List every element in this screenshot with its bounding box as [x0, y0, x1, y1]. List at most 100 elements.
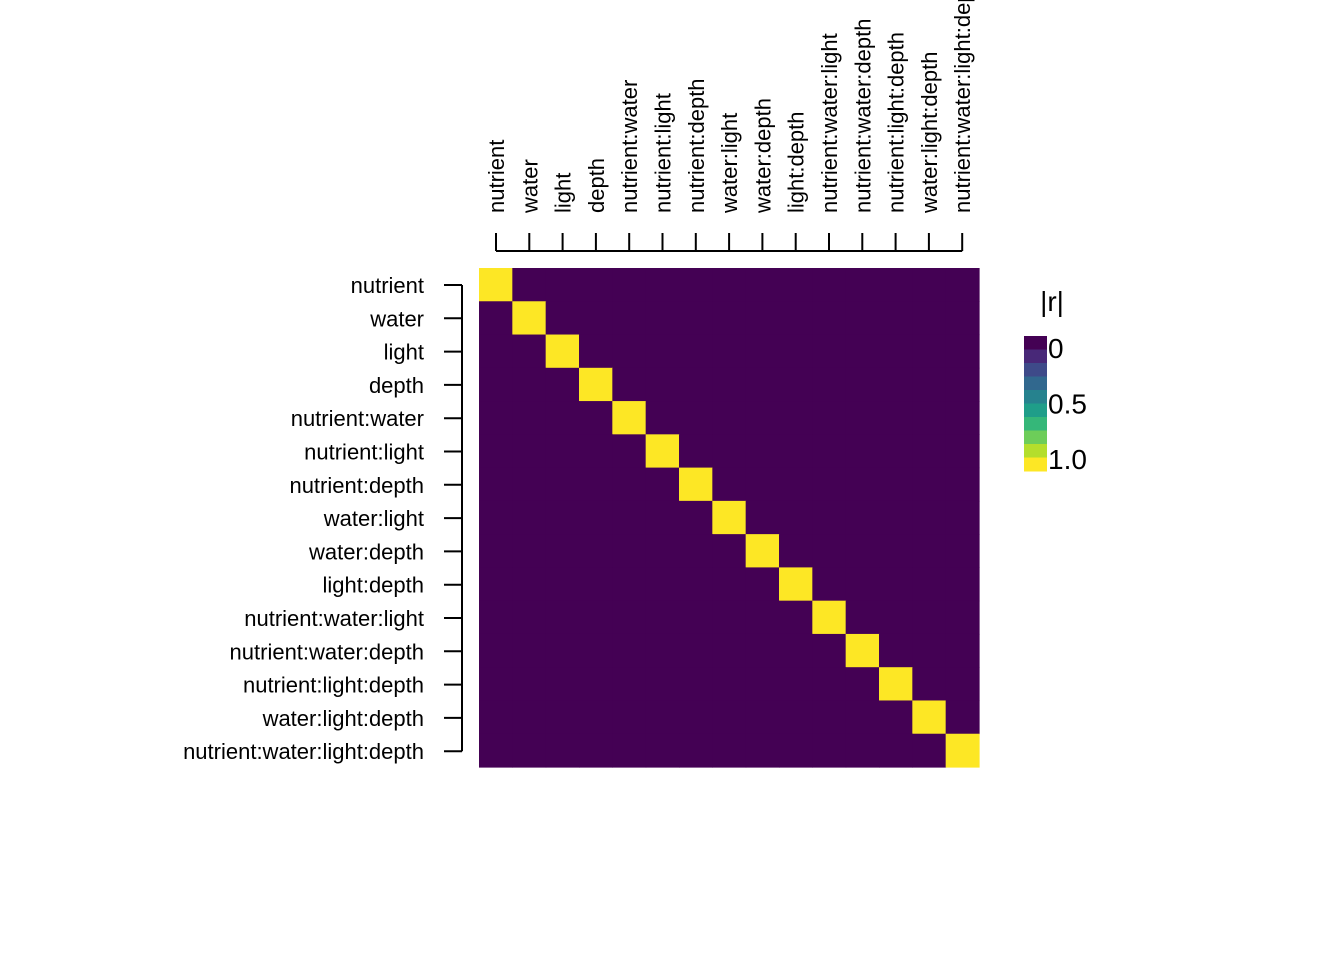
column-axis: nutrient water light depth nutrient:water nut…	[484, 0, 975, 252]
row-label: nutrient	[351, 273, 424, 298]
heatmap-cell	[579, 733, 613, 768]
heatmap-cell	[479, 567, 513, 602]
heatmap-cell	[579, 268, 613, 302]
heatmap-cell	[745, 334, 780, 369]
heatmap-cell	[645, 733, 680, 768]
row-label: water:light:depth	[262, 706, 424, 731]
heatmap-cell	[612, 700, 647, 735]
legend-swatch	[1024, 444, 1047, 458]
heatmap-cell	[612, 667, 647, 702]
heatmap-cell	[712, 334, 747, 369]
legend-swatch	[1024, 363, 1047, 377]
heatmap-cell	[579, 633, 613, 668]
heatmap-cell	[579, 434, 613, 469]
heatmap-cell	[879, 434, 913, 469]
heatmap-cell	[545, 567, 580, 602]
legend-swatch	[1024, 336, 1047, 350]
column-label: nutrient:water:light:depth	[950, 0, 975, 213]
heatmap-cell	[912, 667, 947, 702]
heatmap-cell	[779, 500, 813, 535]
heatmap-cell	[712, 367, 747, 402]
heatmap-cell	[912, 367, 947, 402]
heatmap-cell	[579, 401, 613, 435]
legend-ticks: 0 0.5 1.0	[1048, 333, 1087, 475]
heatmap-cell	[812, 434, 847, 469]
heatmap-cell	[912, 700, 947, 735]
heatmap-cell	[679, 600, 713, 635]
heatmap-cell	[512, 367, 547, 402]
heatmap-cell	[945, 500, 980, 535]
heatmap-cell	[812, 367, 847, 402]
heatmap-cell	[645, 467, 680, 502]
heatmap-cell	[545, 633, 580, 668]
heatmap-cell	[645, 500, 680, 535]
heatmap-cell	[779, 700, 813, 735]
heatmap-cell	[579, 334, 613, 369]
heatmap-cell	[779, 633, 813, 668]
heatmap-cell	[779, 367, 813, 402]
heatmap-cell	[845, 434, 880, 469]
heatmap-cell	[745, 268, 780, 302]
heatmap-cell	[479, 667, 513, 702]
heatmap-cell	[845, 534, 880, 568]
heatmap-cell	[612, 434, 647, 469]
column-label: depth	[584, 158, 609, 213]
heatmap-cell	[712, 401, 747, 435]
heatmap-cell	[479, 434, 513, 469]
heatmap-cell	[612, 301, 647, 336]
heatmap-cell	[745, 633, 780, 668]
heatmap-cell	[879, 733, 913, 768]
heatmap-cell	[879, 268, 913, 302]
heatmap-cell	[579, 667, 613, 702]
column-label: nutrient:depth	[684, 78, 709, 213]
heatmap-cell	[679, 733, 713, 768]
heatmap-cell	[712, 667, 747, 702]
heatmap-cell	[912, 301, 947, 336]
row-label: water	[369, 306, 424, 331]
heatmap-cell	[879, 500, 913, 535]
heatmap-cell	[545, 268, 580, 302]
heatmap-cell	[879, 301, 913, 336]
heatmap-cell	[779, 334, 813, 369]
heatmap-cell	[945, 401, 980, 435]
heatmap-cell	[712, 268, 747, 302]
heatmap-cells	[479, 268, 980, 768]
heatmap-cell	[879, 401, 913, 435]
legend-colorbar	[1024, 336, 1047, 472]
heatmap-cell	[879, 334, 913, 369]
heatmap-cell	[945, 334, 980, 369]
heatmap-cell	[512, 733, 547, 768]
heatmap-cell	[479, 334, 513, 369]
heatmap-cell	[545, 500, 580, 535]
heatmap-cell	[512, 467, 547, 502]
column-label: nutrient:light:depth	[884, 32, 909, 213]
heatmap-cell	[845, 467, 880, 502]
row-label: nutrient:light:depth	[243, 673, 424, 698]
heatmap-cell	[845, 600, 880, 635]
row-label: nutrient:water:depth	[230, 639, 424, 664]
heatmap-cell	[745, 301, 780, 336]
heatmap-cell	[579, 367, 613, 402]
heatmap-cell	[479, 500, 513, 535]
heatmap-cell	[912, 733, 947, 768]
legend-swatch	[1024, 403, 1047, 418]
heatmap-cell	[912, 600, 947, 635]
heatmap-cell	[579, 500, 613, 535]
heatmap-cell	[512, 633, 547, 668]
column-label: light:depth	[784, 111, 809, 213]
heatmap-cell	[812, 301, 847, 336]
heatmap-cell	[645, 667, 680, 702]
heatmap-cell	[679, 667, 713, 702]
heatmap-cell	[945, 534, 980, 568]
heatmap-cell	[745, 667, 780, 702]
heatmap-cell	[579, 600, 613, 635]
heatmap-cell	[679, 534, 713, 568]
heatmap-cell	[679, 268, 713, 302]
heatmap-cell	[612, 367, 647, 402]
heatmap-cell	[812, 600, 847, 635]
heatmap-cell	[845, 301, 880, 336]
legend-tick-label: 0.5	[1048, 389, 1087, 420]
heatmap-cell	[945, 434, 980, 469]
heatmap-cell	[945, 700, 980, 735]
heatmap-cell	[879, 367, 913, 402]
